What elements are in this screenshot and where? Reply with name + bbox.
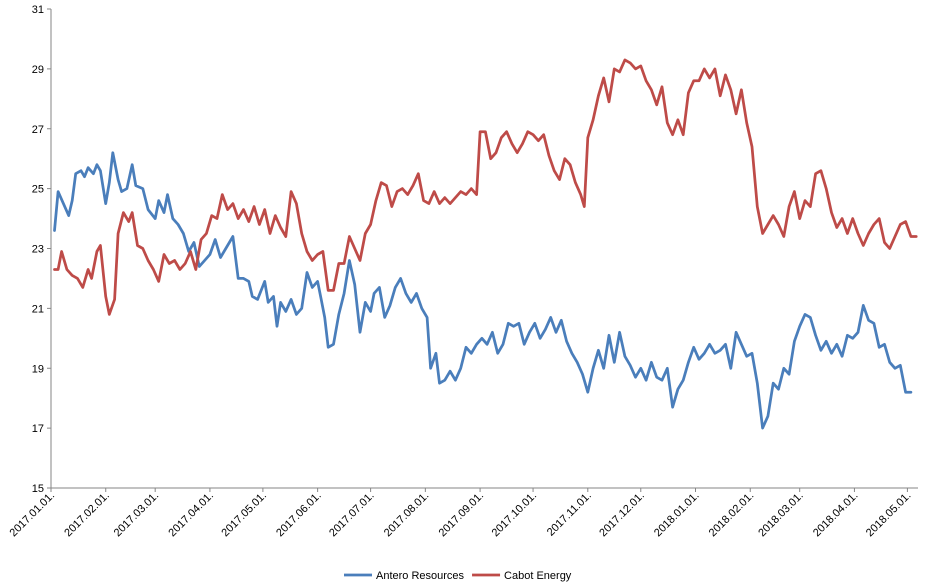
y-tick-label: 31 bbox=[32, 4, 44, 16]
y-tick-label: 27 bbox=[32, 124, 44, 136]
y-tick-label: 17 bbox=[32, 423, 44, 435]
y-tick-label: 15 bbox=[32, 483, 44, 495]
series-layer bbox=[53, 58, 918, 430]
x-tick-label: 2017.09.01. bbox=[437, 490, 487, 540]
axes: 15 17 19 21 23 25 27 29 31 2017.01.01. 2017.02.01.… bbox=[8, 4, 918, 539]
y-tick-label: 21 bbox=[32, 303, 44, 315]
x-tick-label: 2017.11.01. bbox=[545, 490, 594, 539]
x-tick-label: 2018.01.01. bbox=[652, 490, 702, 540]
x-tick-label: 2017.10.01. bbox=[490, 490, 540, 540]
legend: Antero Resources Cabot Energy bbox=[344, 570, 572, 582]
y-tick-label: 29 bbox=[32, 64, 44, 76]
legend-label: Cabot Energy bbox=[504, 570, 572, 582]
x-tick-label: 2017.04.01. bbox=[166, 490, 216, 540]
legend-label: Antero Resources bbox=[376, 570, 465, 582]
x-tick-label: 2017.12.01. bbox=[597, 490, 647, 540]
x-tick-label: 2017.08.01. bbox=[382, 490, 432, 540]
x-tick-label: 2017.02.01. bbox=[62, 490, 112, 540]
series-line-antero-resources bbox=[53, 151, 913, 430]
x-tick-label: 2018.02.01. bbox=[707, 490, 757, 540]
x-tick-label: 2017.05.01. bbox=[219, 490, 269, 540]
series-line-cabot-energy bbox=[53, 58, 918, 316]
x-tick-label: 2017.03.01. bbox=[112, 490, 162, 540]
x-tick-label: 2018.05.01. bbox=[864, 490, 914, 540]
x-tick-label: 2017.01.01. bbox=[8, 490, 58, 540]
x-tick-label: 2017.07.01. bbox=[327, 490, 377, 540]
x-tick-label: 2018.04.01. bbox=[811, 490, 861, 540]
x-tick-label: 2018.03.01. bbox=[756, 490, 806, 540]
x-tick-label: 2017.06.01. bbox=[274, 490, 324, 540]
y-tick-label: 25 bbox=[32, 184, 44, 196]
y-tick-label: 23 bbox=[32, 244, 44, 256]
y-tick-label: 19 bbox=[32, 363, 44, 375]
